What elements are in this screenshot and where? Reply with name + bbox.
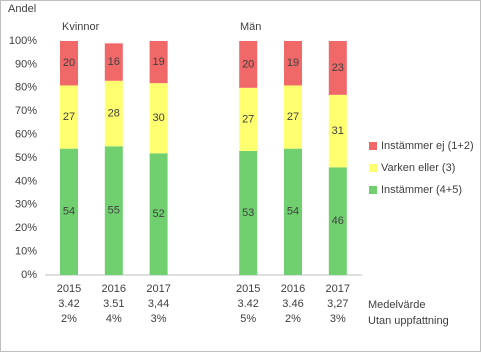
data-label: 20 [63,57,75,69]
bar-segment [104,80,123,147]
bar-segment [149,83,168,154]
data-label: 54 [63,206,75,218]
y-axis-label: Andel [8,3,36,15]
data-label: 16 [108,56,120,68]
mean-label: 3.46 [282,298,303,310]
y-tick-label: 70% [15,105,37,117]
data-label: 27 [287,111,299,123]
mean-title: Medelvärde [368,299,425,311]
no-opinion-label: 3% [330,313,346,325]
data-label: 52 [152,208,164,220]
data-label: 19 [287,57,299,69]
data-label: 27 [242,113,254,125]
data-label: 53 [242,207,254,219]
bar-segment [284,148,302,275]
x-tick-label: 2017 [326,283,350,295]
bar-segment [60,41,78,86]
bar-segment [104,43,123,81]
mean-label: 3,27 [327,298,348,310]
data-label: 28 [108,107,120,119]
y-tick-label: 10% [15,246,37,258]
bar-segment [149,153,168,275]
legend-swatch [369,186,377,194]
no-opinion-label: 2% [285,313,301,325]
bar-segment [239,41,258,88]
y-tick-label: 40% [15,175,37,187]
y-tick-label: 90% [15,58,37,70]
x-tick-label: 2016 [281,283,305,295]
x-tick-label: 2016 [102,283,126,295]
group-label: Kvinnor [62,21,100,33]
mean-label: 3.42 [58,298,79,310]
bar-segment [149,41,168,84]
data-label: 19 [152,56,164,68]
mean-label: 3.42 [237,298,258,310]
group-label: Män [240,21,261,33]
data-label: 20 [242,58,254,70]
bar-segment [328,94,347,168]
data-label: 23 [332,62,344,74]
data-label: 30 [152,112,164,124]
x-tick-label: 2015 [57,283,81,295]
legend-swatch [369,142,377,150]
bar-segment [239,150,258,275]
no-opinion-label: 2% [61,313,77,325]
data-label: 27 [63,111,75,123]
y-tick-label: 0% [21,269,37,281]
legend-swatch [369,164,377,172]
bar-segment [328,167,347,275]
y-tick-label: 50% [15,152,37,164]
y-tick-label: 60% [15,129,37,141]
no-opinion-label: 5% [240,313,256,325]
bar-segment [328,41,347,95]
mean-label: 3,44 [148,298,169,310]
y-tick-label: 30% [15,199,37,211]
no-opinion-label: 3% [151,313,167,325]
legend-label: Instämmer ej (1+2) [381,140,474,152]
legend-label: Instämmer (4+5) [381,184,462,196]
bar-segment [284,85,302,149]
bar-segment [60,85,78,149]
x-tick-label: 2015 [236,283,260,295]
data-label: 55 [108,205,120,217]
no-opinion-label: 4% [106,313,122,325]
bar-segment [284,41,302,86]
y-tick-label: 80% [15,82,37,94]
data-label: 46 [332,215,344,227]
bar-segment [60,148,78,275]
no-opinion-title: Utan uppfattning [368,315,449,327]
data-label: 31 [332,125,344,137]
legend-label: Varken eller (3) [381,162,455,174]
y-tick-label: 20% [15,222,37,234]
x-tick-label: 2017 [146,283,170,295]
y-tick-label: 100% [9,35,37,47]
mean-label: 3.51 [103,298,124,310]
data-label: 54 [287,206,299,218]
bar-segment [239,87,258,151]
bar-segment [104,146,123,275]
